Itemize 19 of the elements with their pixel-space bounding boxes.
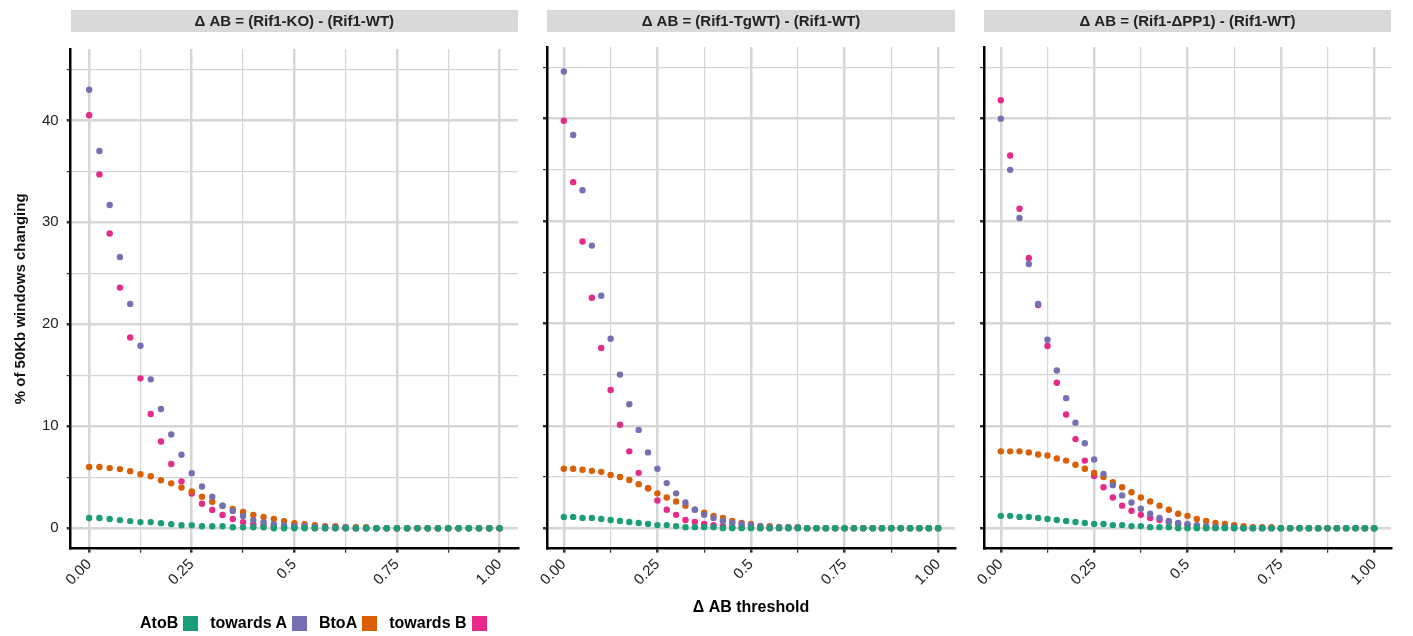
x-tick-label: 0.5 [272, 555, 300, 582]
y-tick-label: 10 [42, 416, 59, 434]
x-tick-label: 0.5 [1165, 555, 1193, 582]
chart-title: Δ AB = (Rif1-ΔPP1) - (Rif1-WT) [984, 10, 1391, 32]
y-tick-label: 30 [42, 212, 59, 230]
legend-label: towards B [389, 614, 467, 632]
y-tick-label: 20 [42, 314, 59, 332]
y-tick-label: 40 [42, 110, 59, 128]
legend-label: AtoB [140, 614, 179, 632]
legend-label: BtoA [318, 614, 358, 632]
x-tick-label: 0.25 [1066, 555, 1100, 588]
y-axis-title: % of 50Kb windows changing [11, 193, 29, 405]
y-tick-label: 0 [50, 518, 59, 536]
legend-label: towards A [210, 614, 287, 632]
x-tick-label: 0.5 [729, 555, 757, 582]
chart-title: Δ AB = (Rif1-KO) - (Rif1-WT) [70, 10, 518, 32]
x-tick-label: 0.00 [61, 555, 95, 588]
x-axis-title: Δ AB threshold [691, 598, 811, 616]
chart-title: Δ AB = (Rif1-TgWT) - (Rif1-WT) [546, 10, 955, 32]
